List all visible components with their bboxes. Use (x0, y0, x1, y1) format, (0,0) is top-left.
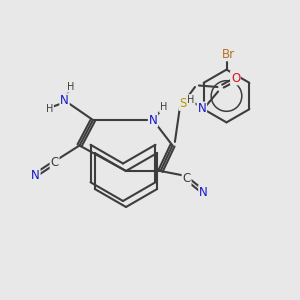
Text: H: H (188, 95, 195, 105)
Text: C: C (50, 155, 59, 169)
Text: S: S (179, 97, 187, 110)
Text: N: N (197, 102, 206, 116)
Text: N: N (148, 113, 158, 127)
Text: H: H (67, 82, 74, 92)
Text: N: N (31, 169, 40, 182)
Text: H: H (46, 104, 53, 115)
Text: N: N (60, 94, 69, 107)
Text: H: H (160, 102, 167, 112)
Text: N: N (199, 185, 208, 199)
Text: C: C (182, 172, 191, 185)
Text: O: O (231, 71, 240, 85)
Text: Br: Br (221, 47, 235, 61)
